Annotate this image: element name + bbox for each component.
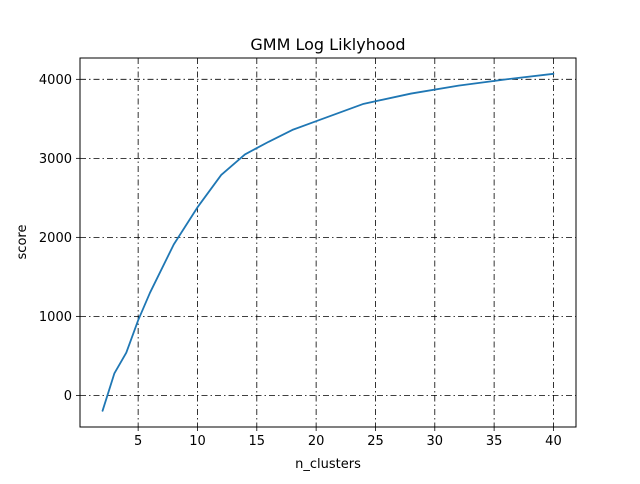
score-data-point xyxy=(114,372,116,374)
y-tick-label: 1000 xyxy=(39,310,72,325)
score-data-point xyxy=(553,73,555,75)
score-series-line xyxy=(101,72,555,412)
x-axis-label: n_clusters xyxy=(295,457,361,472)
y-axis-ticks: 0 1000 2000 3000 4000 xyxy=(39,73,80,404)
score-data-point xyxy=(315,120,317,122)
score-data-point xyxy=(137,319,139,321)
y-tick-label: 0 xyxy=(64,389,72,404)
plot-frame xyxy=(79,57,577,428)
score-data-point xyxy=(363,103,365,105)
score-data-point xyxy=(125,352,127,354)
x-tick-label: 40 xyxy=(545,434,562,449)
x-axis-ticks: 5 10 15 20 25 30 35 40 xyxy=(134,427,562,449)
score-data-point xyxy=(410,93,412,95)
score-data-point xyxy=(244,154,246,156)
score-data-point xyxy=(149,292,151,294)
score-data-point xyxy=(268,141,270,143)
chart-title: GMM Log Liklyhood xyxy=(250,35,405,54)
x-tick-label: 15 xyxy=(249,434,266,449)
x-tick-label: 5 xyxy=(134,434,142,449)
series-layer xyxy=(101,72,555,412)
y-axis-label: score xyxy=(15,225,30,260)
x-tick-label: 20 xyxy=(308,434,325,449)
score-data-point xyxy=(505,78,507,80)
score-data-point xyxy=(102,410,104,412)
x-tick-label: 10 xyxy=(189,434,206,449)
x-tick-label: 35 xyxy=(486,434,503,449)
y-tick-label: 3000 xyxy=(39,152,72,167)
y-tick-label: 2000 xyxy=(39,231,72,246)
plot-area-background xyxy=(80,58,576,427)
score-data-point xyxy=(173,244,175,246)
y-tick-label: 4000 xyxy=(39,73,72,88)
score-data-point xyxy=(220,174,222,176)
score-data-point xyxy=(292,129,294,131)
score-data-point xyxy=(197,206,199,208)
grid-lines xyxy=(80,58,576,427)
x-tick-label: 25 xyxy=(367,434,384,449)
score-data-point xyxy=(458,85,460,87)
x-tick-label: 30 xyxy=(427,434,444,449)
